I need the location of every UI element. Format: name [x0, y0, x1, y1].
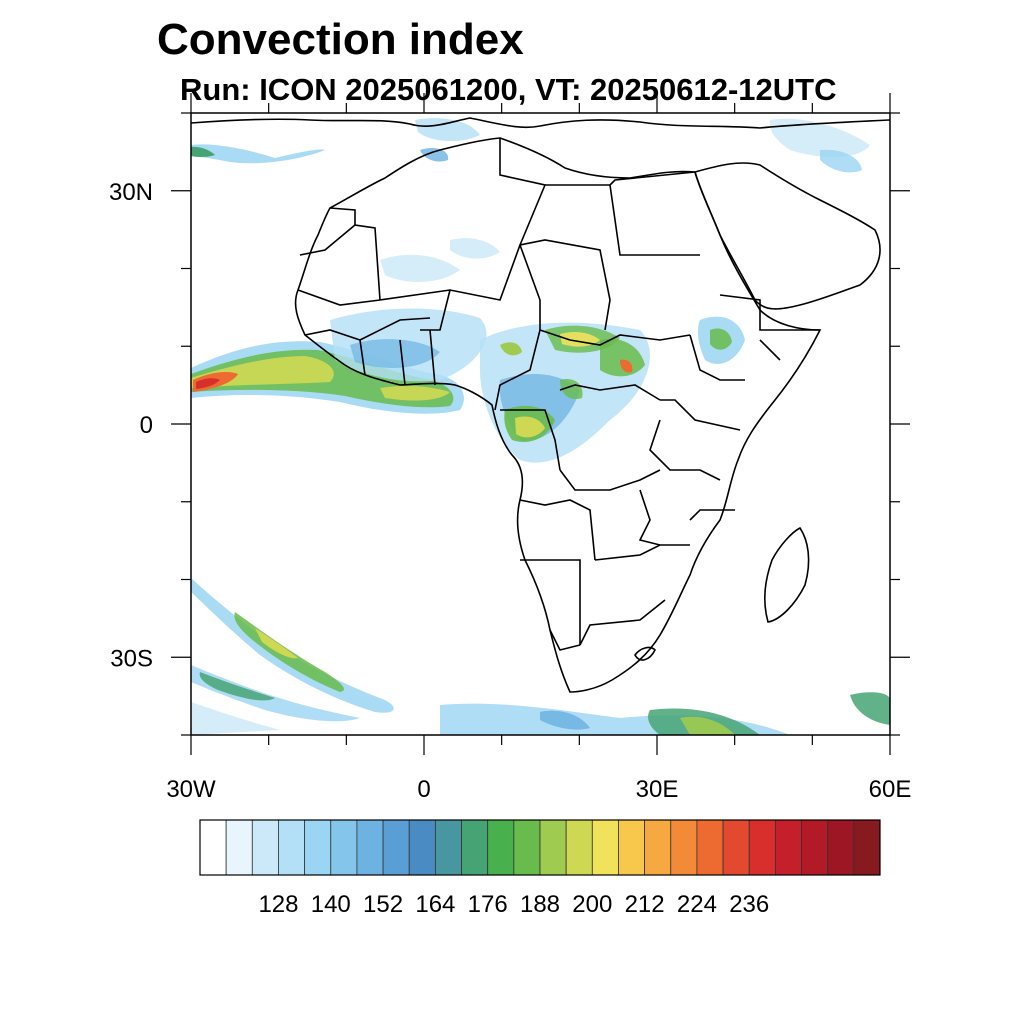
colorbar-swatch [774, 819, 802, 876]
colorbar-swatch [748, 819, 776, 876]
colorbar-label: 140 [311, 891, 351, 918]
lon-tick-label: 30E [636, 776, 679, 803]
colorbar-label: 164 [415, 891, 455, 918]
lat-tick-label: 30S [110, 645, 153, 672]
colorbar-label: 152 [363, 891, 403, 918]
colorbar-swatch [330, 819, 358, 876]
colorbar-swatch [539, 819, 567, 876]
colorbar-swatch [644, 819, 672, 876]
map-axes: 30W 0 30E 60E 30N 0 30S [109, 93, 911, 803]
colorbar-swatch [434, 819, 462, 876]
lon-tick-label: 0 [417, 776, 430, 803]
colorbar-swatch [487, 819, 515, 876]
lat-tick-label: 30N [109, 179, 153, 206]
colorbar-swatch [356, 819, 384, 876]
colorbar-swatch [304, 819, 332, 876]
colorbar-label: 188 [520, 891, 560, 918]
colorbar-swatch [251, 819, 279, 876]
colorbar-label: 236 [729, 891, 769, 918]
colorbar-label: 176 [468, 891, 508, 918]
lon-tick-label: 60E [869, 776, 912, 803]
map-title: Convection index [157, 15, 524, 64]
lon-tick-label: 30W [166, 776, 216, 803]
lat-tick-label: 0 [140, 412, 153, 439]
colorbar-swatch [199, 819, 227, 876]
colorbar-swatch [670, 819, 698, 876]
colorbar-swatch [591, 819, 619, 876]
colorbar-swatch [382, 819, 410, 876]
colorbar-swatch [278, 819, 306, 876]
colorbar-swatch [565, 819, 593, 876]
colorbar-swatch [696, 819, 724, 876]
colorbar-swatch [408, 819, 436, 876]
colorbar-label: 224 [677, 891, 717, 918]
convection-field [191, 118, 890, 735]
colorbar-swatch [827, 819, 855, 876]
colorbar-label: 128 [258, 891, 298, 918]
colorbar-swatch [461, 819, 489, 876]
colorbar-label: 212 [625, 891, 665, 918]
colorbar-swatch [225, 819, 253, 876]
colorbar-frame [199, 819, 881, 876]
colorbar-swatch [853, 819, 881, 876]
colorbar-label: 200 [572, 891, 612, 918]
colorbar-swatch [801, 819, 829, 876]
coastlines-borders [191, 117, 890, 693]
run-info-subtitle: Run: ICON 2025061200, VT: 20250612-12UTC [180, 72, 837, 107]
colorbar-swatch [513, 819, 541, 876]
colorbar-swatch [722, 819, 750, 876]
colorbar-swatch [618, 819, 646, 876]
colorbar: 128 140 152 164 176 188 200 212 224 236 [199, 819, 881, 918]
